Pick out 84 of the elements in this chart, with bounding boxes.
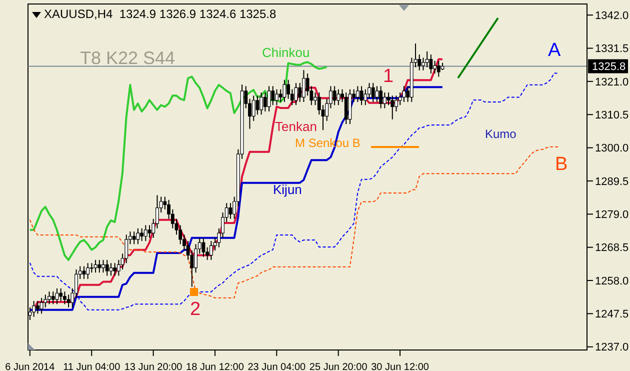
candlestick: [148, 224, 152, 238]
candlestick: [332, 86, 336, 106]
candlestick: [51, 291, 55, 305]
y-tick-label: 1342.0: [595, 10, 629, 22]
candlestick: [86, 262, 90, 280]
candlestick: [433, 60, 436, 74]
x-tick-label: 11 Jun 04:00: [63, 362, 121, 371]
y-tick-label: 1268.5: [595, 242, 629, 254]
candlestick: [360, 86, 364, 106]
x-tick-label: 25 Jun 20:00: [309, 362, 368, 371]
candlestick: [32, 300, 36, 318]
y-tick-label: 1279.0: [595, 209, 629, 222]
candlestick: [109, 262, 113, 276]
candlestick: [40, 297, 44, 314]
y-tick-label: 1321.0: [595, 76, 629, 88]
candlestick: [136, 228, 140, 245]
candlestick: [402, 86, 406, 102]
candlestick: [98, 259, 102, 274]
candlestick: [174, 218, 178, 236]
candlestick: [436, 60, 440, 78]
series-label: Chinkou: [262, 45, 310, 60]
y-tick-label: 1258.0: [595, 275, 629, 288]
annotation: Kumo: [485, 127, 516, 141]
candlestick: [382, 92, 386, 109]
candlestick: [132, 231, 136, 245]
candlestick: [429, 54, 433, 74]
series-label: Tenkan: [275, 119, 317, 134]
candlestick: [48, 291, 51, 305]
candlestick: [344, 92, 348, 125]
candlestick: [314, 92, 317, 106]
candlestick: [336, 88, 340, 106]
candlestick: [275, 88, 278, 106]
y-tick-label: 1237.0: [595, 342, 629, 354]
candlestick: [55, 288, 59, 305]
candlestick: [59, 288, 63, 302]
y-tick-label: 1310.5: [595, 110, 629, 122]
candlestick: [390, 95, 394, 120]
candlestick: [271, 86, 275, 106]
candlestick: [202, 237, 206, 258]
annotation: T8 K22 S44: [80, 48, 176, 69]
candlestick: [364, 88, 368, 106]
annotation: 2: [190, 299, 201, 322]
candlestick: [394, 95, 398, 112]
candlestick: [62, 291, 66, 305]
series-label: A: [548, 40, 561, 62]
candlestick: [282, 79, 286, 102]
chart-title: XAUUSD,H4 1324.9 1326.9 1324.6 1325.8: [44, 7, 276, 21]
y-tick-label: 1331.5: [595, 43, 629, 56]
candlestick: [82, 266, 86, 280]
candlestick: [66, 294, 70, 308]
candlestick: [36, 300, 40, 314]
candlestick: [228, 202, 232, 220]
y-tick-label: 1247.5: [595, 308, 629, 321]
candlestick: [252, 95, 256, 122]
candlestick: [375, 86, 379, 102]
x-tick-label: 18 Jun 12:00: [186, 362, 244, 371]
candlestick: [371, 82, 375, 102]
candlestick: [140, 228, 144, 242]
x-tick-label: 13 Jun 20:00: [124, 362, 183, 371]
candlestick: [260, 92, 264, 116]
candlestick: [425, 50, 429, 68]
x-tick-label: 30 Jun 12:00: [371, 362, 430, 371]
annotation: 1: [383, 66, 394, 88]
candlestick: [90, 262, 94, 274]
ref-line-label: 1325.8: [592, 61, 626, 74]
candlestick: [256, 95, 260, 116]
candlestick: [278, 88, 282, 102]
candlestick: [263, 92, 267, 112]
series-label: B: [555, 154, 568, 176]
candlestick: [302, 70, 306, 102]
candlestick: [209, 240, 213, 260]
candlestick: [144, 224, 148, 242]
candlestick: [379, 86, 383, 109]
candlestick: [356, 86, 360, 102]
y-tick-label: 1289.5: [595, 176, 629, 188]
x-tick-label: 6 Jun 2014: [5, 362, 56, 371]
candlestick: [102, 259, 105, 274]
candlestick: [113, 262, 117, 276]
x-tick-label: 23 Jun 04:00: [248, 362, 306, 371]
series-label: Kijun: [273, 182, 302, 197]
y-tick-label: 1300.0: [595, 142, 629, 155]
candlestick: [94, 259, 98, 274]
candlestick: [105, 259, 109, 276]
candlestick: [298, 82, 302, 102]
